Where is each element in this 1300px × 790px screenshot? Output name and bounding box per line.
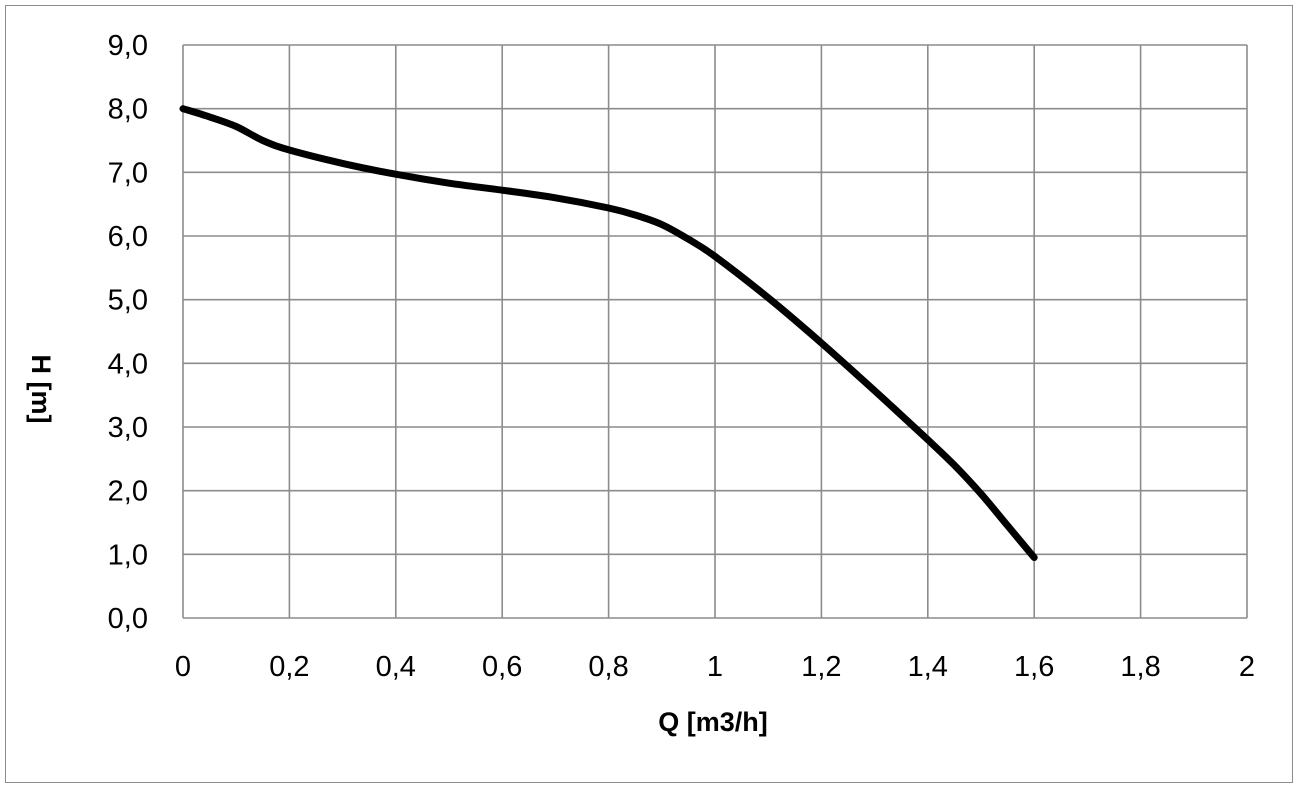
y-tick-label: 8,0 (108, 94, 148, 126)
y-tick-label: 6,0 (108, 221, 148, 253)
y-axis-title: H [m] (26, 355, 56, 424)
x-tick-label: 0,4 (376, 651, 416, 683)
y-tick-label: 9,0 (108, 30, 148, 62)
y-tick-label: 7,0 (108, 157, 148, 189)
x-tick-label: 2 (1239, 651, 1255, 683)
y-tick-label: 5,0 (108, 285, 148, 317)
x-axis-title: Q [m3/h] (658, 707, 768, 737)
y-tick-label: 4,0 (108, 348, 148, 380)
x-tick-label: 1,2 (801, 651, 841, 683)
y-tick-label: 0,0 (108, 603, 148, 635)
x-tick-label: 1,6 (1014, 651, 1054, 683)
grid (182, 44, 1248, 619)
series-layer (179, 105, 1038, 562)
x-tick-label: 0,8 (588, 651, 628, 683)
tick-labels: 0,0 1,0 2,0 3,0 4,0 5,0 6,0 7,0 8,0 9,0 0 0,2 0,4 0,6… (108, 30, 1255, 683)
x-tick-label: 0,6 (482, 651, 522, 683)
x-tick-label: 1,8 (1120, 651, 1160, 683)
y-tick-label: 1,0 (108, 539, 148, 571)
x-tick-label: 1,4 (908, 651, 948, 683)
x-tick-label: 1 (707, 651, 723, 683)
chart-area (5, 5, 1293, 783)
x-tick-label: 0,2 (269, 651, 309, 683)
x-tick-label: 0 (175, 651, 191, 683)
y-tick-label: 3,0 (108, 412, 148, 444)
y-tick-label: 2,0 (108, 476, 148, 508)
series-line (179, 105, 1038, 562)
